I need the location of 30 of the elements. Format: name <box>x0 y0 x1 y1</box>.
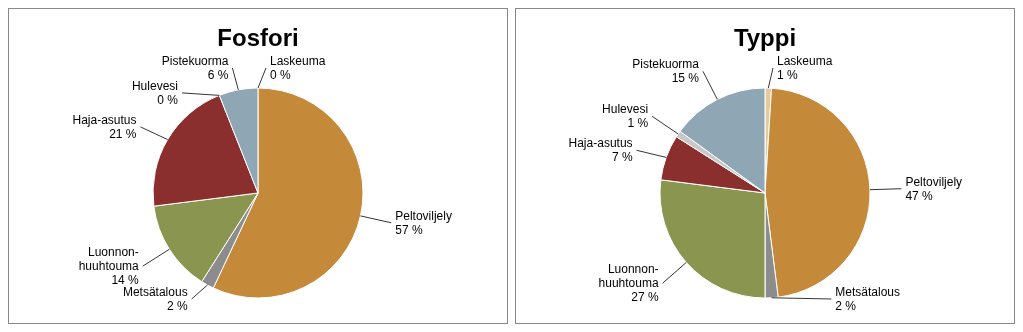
text: 0 % <box>157 92 178 107</box>
slice-label: Metsätalous <box>835 285 901 299</box>
data-label: 2 % <box>166 299 188 313</box>
data-label: 1 % <box>627 116 649 131</box>
legend-label: Hulevesi <box>131 78 178 93</box>
chart-title: Fosfori <box>217 24 299 51</box>
text: 0 % <box>270 68 291 82</box>
data-label: 14 % <box>111 273 140 288</box>
data-label: 7 % <box>611 150 633 165</box>
data-label: 27 % <box>631 290 659 305</box>
slice-label: Metsätalous <box>122 285 188 299</box>
slice-label: Hulevesi <box>602 102 649 117</box>
data-label: 57 % <box>395 222 423 237</box>
chart-title: Typpi <box>733 24 797 51</box>
slice-label: Pistekuorma <box>161 54 229 68</box>
data-label: 21 % <box>109 126 137 141</box>
slice-label: Laskeuma <box>777 54 833 68</box>
slice-label: Pistekuorma <box>632 57 700 72</box>
slice-label: Haja-asutus <box>568 136 633 151</box>
slice-label: Luonnon-huuhtouma <box>78 245 140 274</box>
data-label: 2 % <box>835 299 857 313</box>
slice-label: Peltoviljely <box>395 208 452 223</box>
data-label: 6 % <box>207 68 229 82</box>
slice-label: Luonnon-huuhtouma <box>598 262 659 291</box>
category-label: Laskeuma <box>270 54 326 68</box>
data-label: 1 % <box>777 68 799 82</box>
data-label: 47 % <box>905 188 934 203</box>
slice-label: Haja-asutus <box>72 112 137 127</box>
data-label: 15 % <box>671 71 700 86</box>
slice-label: Peltoviljely <box>905 174 963 189</box>
